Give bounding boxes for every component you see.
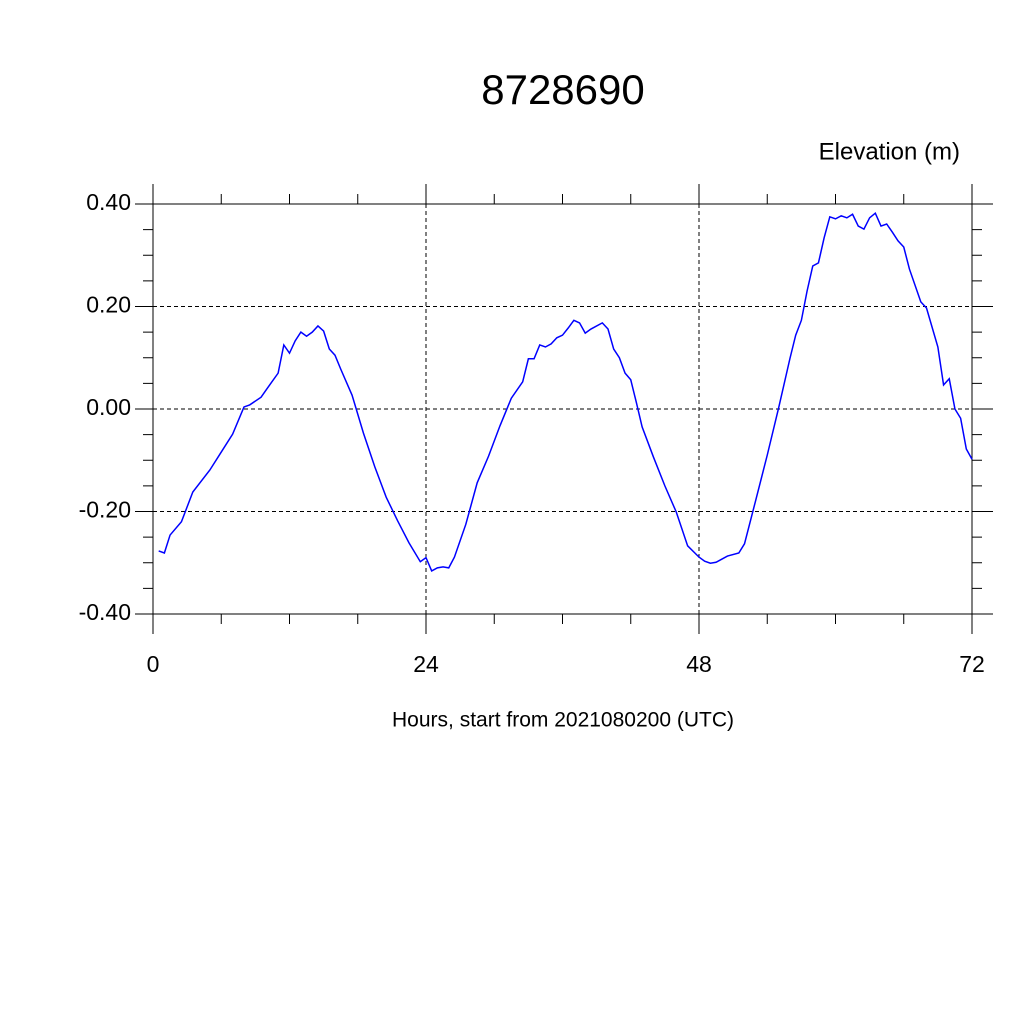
y-tick-label: 0.20 [86, 292, 131, 318]
x-tick-label: 48 [686, 651, 712, 677]
data-line [158, 212, 973, 573]
y-axis-label: Elevation (m) [819, 138, 960, 165]
y-tick-label: -0.40 [79, 599, 131, 625]
chart-title: 8728690 [481, 66, 645, 113]
y-tick-label: -0.20 [79, 497, 131, 523]
y-tick-label: 0.00 [86, 394, 131, 420]
x-tick-label: 0 [147, 651, 160, 677]
y-tick-label: 0.40 [86, 189, 131, 215]
x-tick-label: 24 [413, 651, 439, 677]
plot-frame [152, 203, 973, 615]
x-axis-label: Hours, start from 2021080200 (UTC) [392, 709, 734, 732]
x-tick-label: 72 [959, 651, 985, 677]
